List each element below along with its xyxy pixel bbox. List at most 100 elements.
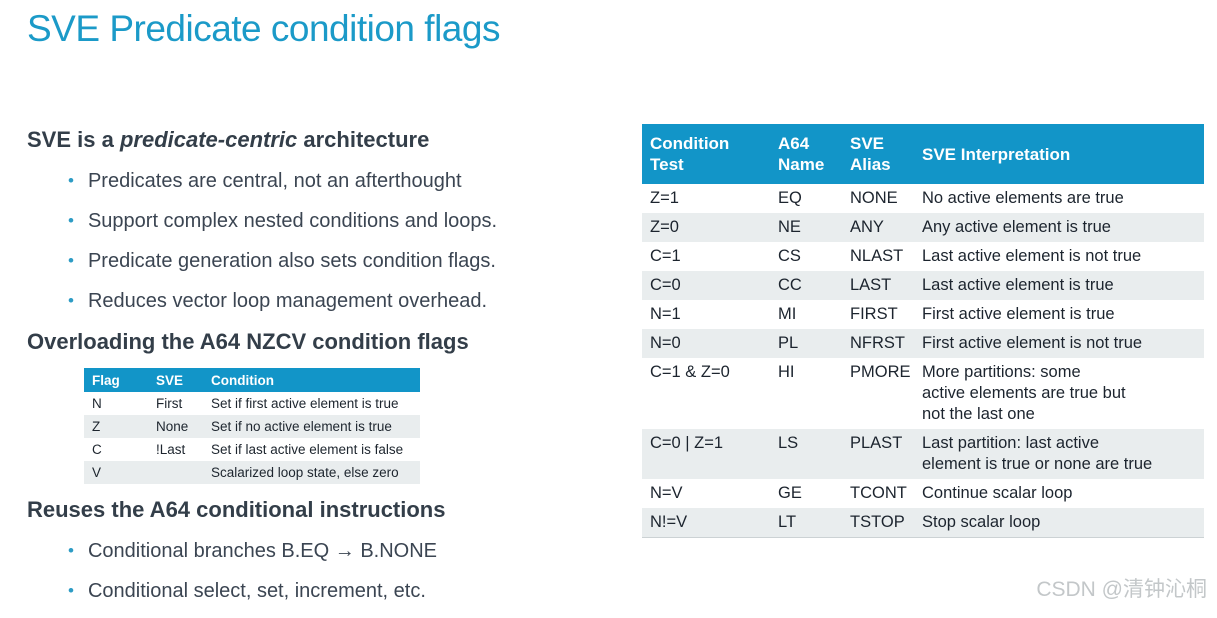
table-row: N=1 MI FIRST First active element is tru… <box>642 300 1204 329</box>
table-row: N!=V LT TSTOP Stop scalar loop <box>642 508 1204 538</box>
table-row: N=V GE TCONT Continue scalar loop <box>642 479 1204 508</box>
table-header-cell: Condition <box>203 368 420 392</box>
page-title: SVE Predicate condition flags <box>27 8 500 49</box>
table-cell: N=0 <box>650 334 681 352</box>
table-cell: NONE <box>850 189 898 207</box>
table-cell: GE <box>778 484 802 502</box>
table-cell: PMORE <box>850 363 911 381</box>
table-cell: Z=0 <box>650 218 679 236</box>
bullet-text: Predicate generation also sets condition… <box>87 250 496 272</box>
table-cell: NLAST <box>850 247 904 265</box>
nzcv-flags-table: Flag SVE Condition N First Set if first … <box>84 368 420 484</box>
table-row: N=0 PL NFRST First active element is not… <box>642 329 1204 358</box>
table-cell <box>148 461 203 484</box>
table-cell: LT <box>778 513 797 531</box>
bullet-item: • Conditional branches B.EQ → B.NONE <box>68 538 627 564</box>
table-cell: CS <box>778 247 801 265</box>
table-cell: HI <box>778 363 795 381</box>
watermark: CSDN @清钟沁桐 <box>1036 578 1207 601</box>
table-header-cell: A64 Name <box>770 124 842 184</box>
table-row: Z=0 NE ANY Any active element is true <box>642 213 1204 242</box>
table-cell: NFRST <box>850 334 905 352</box>
section-predicate-centric: SVE is a predicate-centric architecture … <box>27 126 627 328</box>
bullet-icon: • <box>68 541 74 560</box>
bullet-item: • Conditional select, set, increment, etc… <box>68 578 627 604</box>
table-cell: !Last <box>156 442 186 457</box>
table-cell: LAST <box>850 276 892 294</box>
table-cell: N=1 <box>650 305 681 323</box>
bullet-text: Conditional branches B.EQ → B.NONE <box>87 540 437 562</box>
table-header-row: Condition Test A64 Name SVE Alias SVE In… <box>642 124 1204 184</box>
table-cell: First active element is not true <box>922 334 1143 352</box>
table-cell: Set if first active element is true <box>211 396 399 411</box>
table-cell: ANY <box>850 218 884 236</box>
table-cell: First <box>156 396 183 411</box>
heading-suffix: architecture <box>297 127 430 152</box>
table-cell: More partitions: some active elements ar… <box>922 363 1126 423</box>
table-cell: EQ <box>778 189 802 207</box>
heading-prefix: SVE is a <box>27 127 120 152</box>
table-cell: C=1 & Z=0 <box>650 363 730 381</box>
table-cell: PL <box>778 334 799 352</box>
table-row: C=1 & Z=0 HI PMORE More partitions: some… <box>642 358 1204 429</box>
table-cell: N!=V <box>650 513 688 531</box>
bullet-list: • Conditional branches B.EQ → B.NONE • Con… <box>27 538 627 604</box>
bullet-item: • Predicate generation also sets conditio… <box>68 248 627 274</box>
section-nzcv-flags: Overloading the A64 NZCV condition flags… <box>27 328 627 484</box>
bullet-list: • Predicates are central, not an aftertho… <box>27 168 627 314</box>
table-row: Z None Set if no active element is true <box>84 415 420 438</box>
bullet-item: • Reduces vector loop management overhead… <box>68 288 627 314</box>
table-row: N First Set if first active element is t… <box>84 392 420 415</box>
bullet-text: Predicates are central, not an afterthou… <box>87 170 462 192</box>
table-cell: Any active element is true <box>922 218 1111 236</box>
table-cell: C=0 | Z=1 <box>650 434 724 452</box>
table-header-cell: SVE Interpretation <box>914 124 1204 184</box>
section-heading: Overloading the A64 NZCV condition flags <box>27 329 469 354</box>
table-cell: Continue scalar loop <box>922 484 1073 502</box>
bullet-icon: • <box>68 211 74 230</box>
table-cell: Last active element is not true <box>922 247 1142 265</box>
table-cell: LS <box>778 434 799 452</box>
table-cell: Stop scalar loop <box>922 513 1041 531</box>
table-row: C=1 CS NLAST Last active element is not … <box>642 242 1204 271</box>
heading-italic: predicate-centric <box>119 127 298 152</box>
section-heading: SVE is a predicate-centric architecture <box>27 126 627 153</box>
table-row: C=0 CC LAST Last active element is true <box>642 271 1204 300</box>
table-header-cell: Flag <box>84 368 148 392</box>
table-cell: Set if no active element is true <box>211 419 392 434</box>
table-cell: Last partition: last active element is t… <box>922 434 1153 473</box>
table-cell: N=V <box>650 484 683 502</box>
table-cell: FIRST <box>850 305 898 323</box>
bullet-icon: • <box>68 171 74 190</box>
table-cell: MI <box>778 305 797 323</box>
bullet-item: • Predicates are central, not an aftertho… <box>68 168 627 194</box>
bullet-text: Support complex nested conditions and lo… <box>87 210 498 232</box>
table-cell: N <box>92 396 102 411</box>
bullet-icon: • <box>68 291 74 310</box>
table-cell: C=0 <box>650 276 681 294</box>
table-cell: Z=1 <box>650 189 679 207</box>
table-cell: CC <box>778 276 802 294</box>
section-heading: Reuses the A64 conditional instructions <box>27 497 446 522</box>
table-cell: C=1 <box>650 247 681 265</box>
table-cell: V <box>92 465 102 480</box>
table-row: C=0 | Z=1 LS PLAST Last partition: last … <box>642 429 1204 479</box>
table-row: Z=1 EQ NONE No active elements are true <box>642 184 1204 213</box>
table-cell: PLAST <box>850 434 903 452</box>
table-cell: NE <box>778 218 801 236</box>
table-cell: C <box>92 442 102 457</box>
bullet-text: Conditional select, set, increment, etc. <box>87 580 426 602</box>
section-conditional-instructions: Reuses the A64 conditional instructions … <box>27 496 627 618</box>
table-header-cell: Condition Test <box>642 124 770 184</box>
table-cell: Z <box>92 419 101 434</box>
table-header-row: Flag SVE Condition <box>84 368 420 392</box>
sve-condition-table: Condition Test A64 Name SVE Alias SVE In… <box>642 124 1204 538</box>
table-cell: None <box>156 419 189 434</box>
bullet-item: • Support complex nested conditions and l… <box>68 208 627 234</box>
table-cell: No active elements are true <box>922 189 1124 207</box>
table-cell: Scalarized loop state, else zero <box>211 465 399 480</box>
table-header-cell: SVE Alias <box>842 124 914 184</box>
table-row: C !Last Set if last active element is fa… <box>84 438 420 461</box>
table-cell: TCONT <box>850 484 907 502</box>
table-cell: TSTOP <box>850 513 905 531</box>
